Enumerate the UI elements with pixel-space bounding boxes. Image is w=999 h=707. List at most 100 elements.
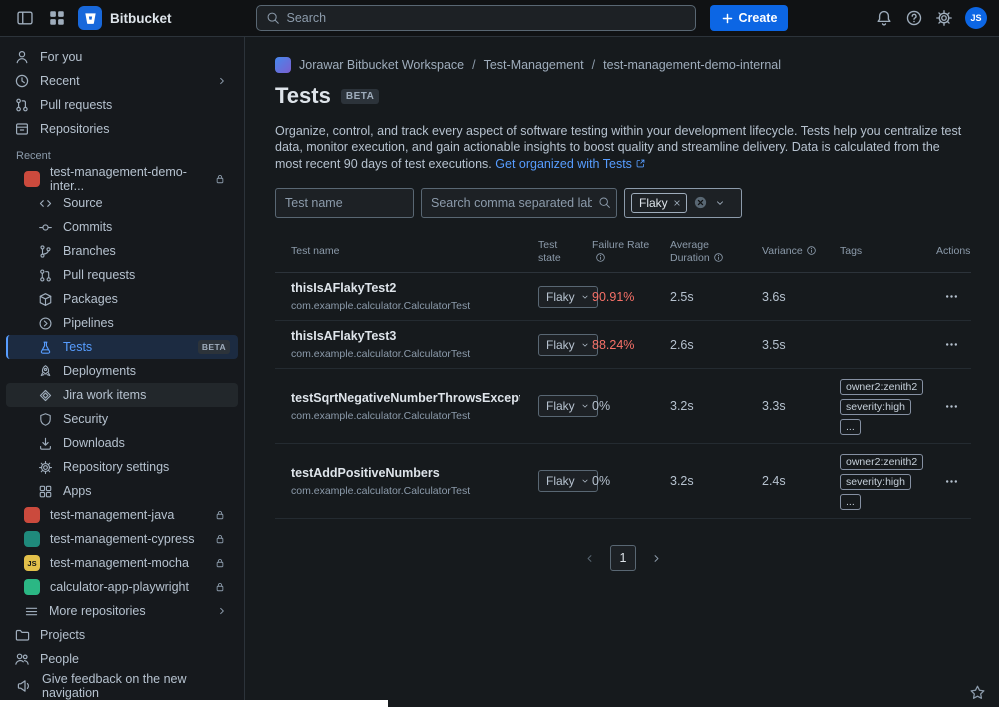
repo-name: test-management-cypress xyxy=(50,532,195,546)
test-state-select[interactable]: Flaky xyxy=(538,395,598,417)
labels-input[interactable] xyxy=(431,195,592,210)
test-state-filter-combobox[interactable]: Flaky xyxy=(624,187,742,218)
tag-chip[interactable]: owner2:zenith2 xyxy=(840,379,924,395)
page-number-button[interactable]: 1 xyxy=(610,545,636,571)
sidebar-item-source[interactable]: Source xyxy=(6,191,238,215)
sidebar-item-repositories[interactable]: Repositories xyxy=(6,117,238,141)
breadcrumb-project[interactable]: Test-Management xyxy=(483,58,584,72)
sidebar-item-downloads[interactable]: Downloads xyxy=(6,431,238,455)
sidebar-item-recent[interactable]: Recent xyxy=(6,69,238,93)
sidebar-repo-test-management-mocha[interactable]: JS test-management-mocha xyxy=(6,551,238,575)
create-button[interactable]: Create xyxy=(709,5,789,31)
feedback-link[interactable]: Give feedback on the new navigation xyxy=(6,671,238,701)
row-actions-button[interactable] xyxy=(941,471,962,492)
sidebar-repo-test-management-cypress[interactable]: test-management-cypress xyxy=(6,527,238,551)
flaky-filter-chip[interactable]: Flaky xyxy=(631,192,687,213)
sidebar-item-people[interactable]: People xyxy=(6,647,238,671)
sidebar-item-pull-requests[interactable]: Pull requests xyxy=(6,263,238,287)
user-avatar[interactable]: JS xyxy=(965,7,987,29)
sidebar-item-pull-requests[interactable]: Pull requests xyxy=(6,93,238,117)
row-actions-button[interactable] xyxy=(941,286,962,307)
sidebar-repo-calculator-app-playwright[interactable]: calculator-app-playwright xyxy=(6,575,238,599)
test-name-cell[interactable]: thisIsAFlakyTest3 com.example.calculator… xyxy=(291,329,471,360)
bitbucket-brand[interactable]: Bitbucket xyxy=(78,6,172,30)
tag-chip[interactable]: severity:high xyxy=(840,474,911,490)
favorite-star-button[interactable] xyxy=(969,684,986,701)
table-row: thisIsAFlakyTest3 com.example.calculator… xyxy=(275,321,971,369)
test-name-input[interactable] xyxy=(285,195,446,210)
info-icon[interactable] xyxy=(595,252,606,263)
test-state-select[interactable]: Flaky xyxy=(538,333,598,356)
settings-button[interactable] xyxy=(931,5,957,31)
notifications-button[interactable] xyxy=(871,5,897,31)
sidebar-item-commits[interactable]: Commits xyxy=(6,215,238,239)
test-name-cell[interactable]: testAddPositiveNumbers com.example.calcu… xyxy=(291,465,471,497)
row-actions-button[interactable] xyxy=(941,334,962,355)
failure-rate-value: 0% xyxy=(592,399,611,413)
sidebar-item-repository-settings[interactable]: Repository settings xyxy=(6,455,238,479)
main-content: Jorawar Bitbucket Workspace / Test-Manag… xyxy=(245,37,999,707)
get-organized-link[interactable]: Get organized with Tests xyxy=(495,156,632,171)
sidebar-item-label: Repositories xyxy=(40,122,110,136)
page-description: Organize, control, and track every aspec… xyxy=(275,123,970,172)
row-actions-button[interactable] xyxy=(941,396,962,417)
sidebar-item-label: Source xyxy=(63,196,103,210)
help-button[interactable] xyxy=(901,5,927,31)
sidebar-repo-test-management-demo-internal[interactable]: test-management-demo-inter... xyxy=(6,165,238,193)
sidebar-repo-test-management-java[interactable]: test-management-java xyxy=(6,503,238,527)
test-name-cell[interactable]: testSqrtNegativeNumberThrowsExcept... co… xyxy=(291,390,520,422)
app-switcher-button[interactable] xyxy=(44,5,70,31)
test-state-select[interactable]: Flaky xyxy=(538,285,598,308)
info-icon[interactable] xyxy=(713,252,724,263)
sidebar-item-projects[interactable]: Projects xyxy=(6,623,238,647)
tag-chip[interactable]: severity:high xyxy=(840,399,911,415)
sidebar-item-tests[interactable]: Tests BETA xyxy=(6,335,238,359)
sidebar-item-branches[interactable]: Branches xyxy=(6,239,238,263)
clear-filter-icon[interactable] xyxy=(693,195,708,210)
sidebar-item-apps[interactable]: Apps xyxy=(6,479,238,503)
test-name-filter[interactable] xyxy=(275,187,464,218)
remove-chip-icon[interactable] xyxy=(672,198,682,208)
filter-bar: Flaky xyxy=(275,187,971,218)
avg-duration-value: 3.2s xyxy=(670,474,694,488)
breadcrumb-separator: / xyxy=(591,58,596,72)
page-title: Tests xyxy=(275,83,331,108)
sidebar-item-security[interactable]: Security xyxy=(6,407,238,431)
breadcrumb-repository[interactable]: test-management-demo-internal xyxy=(603,58,782,72)
gear-icon xyxy=(38,460,53,475)
sidebar: For you Recent Pull requests Repositorie… xyxy=(0,37,245,707)
search-input[interactable] xyxy=(286,11,686,25)
sidebar-item-packages[interactable]: Packages xyxy=(6,287,238,311)
tag-overflow-chip[interactable]: ... xyxy=(840,494,861,510)
sidebar-item-jira-work-items[interactable]: Jira work items xyxy=(6,383,238,407)
sidebar-toggle-button[interactable] xyxy=(12,5,38,31)
sidebar-item-more-repositories[interactable]: More repositories xyxy=(6,599,238,623)
bell-icon xyxy=(877,10,891,26)
global-search[interactable] xyxy=(255,5,696,31)
labels-filter[interactable] xyxy=(421,187,617,218)
sidebar-item-label: Commits xyxy=(63,220,113,234)
chevron-down-icon xyxy=(582,295,588,299)
breadcrumb-workspace[interactable]: Jorawar Bitbucket Workspace xyxy=(299,58,465,72)
tag-overflow-chip[interactable]: ... xyxy=(840,419,861,435)
next-page-button[interactable] xyxy=(650,552,663,565)
test-state-select[interactable]: Flaky xyxy=(538,470,598,492)
chip-label: Flaky xyxy=(639,195,668,210)
rocket-icon xyxy=(38,364,53,379)
tests-table: Test name Test state Failure Rate Averag… xyxy=(275,234,971,519)
clock-icon xyxy=(14,73,30,89)
previous-page-button[interactable] xyxy=(583,552,596,565)
tag-chip[interactable]: owner2:zenith2 xyxy=(840,454,924,470)
sidebar-item-label: People xyxy=(40,652,79,666)
description-text: Organize, control, and track every aspec… xyxy=(275,124,962,171)
sidebar-item-label: Jira work items xyxy=(63,388,147,402)
sidebar-item-deployments[interactable]: Deployments xyxy=(6,359,238,383)
sidebar-item-pipelines[interactable]: Pipelines xyxy=(6,311,238,335)
test-name-cell[interactable]: thisIsAFlakyTest2 com.example.calculator… xyxy=(291,281,471,312)
chevron-down-icon[interactable] xyxy=(714,197,726,209)
sidebar-item-for-you[interactable]: For you xyxy=(6,45,238,69)
repo-avatar-icon xyxy=(24,579,40,595)
info-icon[interactable] xyxy=(806,245,817,256)
list-icon xyxy=(24,604,39,619)
